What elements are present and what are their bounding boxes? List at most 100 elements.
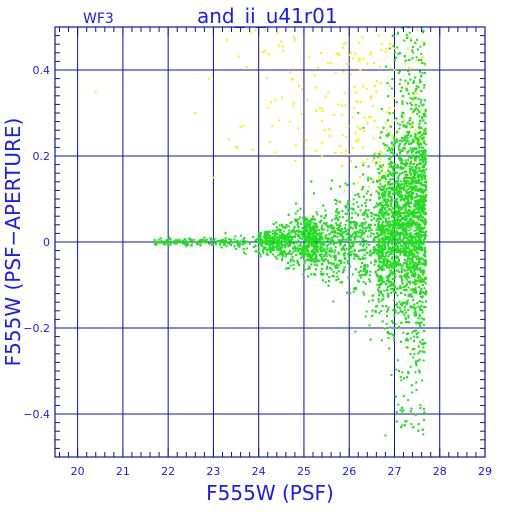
data-point bbox=[399, 226, 402, 229]
data-point bbox=[331, 227, 334, 230]
data-point bbox=[406, 121, 409, 124]
data-point bbox=[306, 99, 309, 102]
data-point bbox=[370, 261, 373, 264]
data-point bbox=[267, 231, 270, 234]
data-point bbox=[348, 247, 351, 250]
data-point bbox=[246, 247, 249, 250]
data-point bbox=[200, 240, 203, 243]
data-point bbox=[301, 138, 304, 141]
data-point bbox=[421, 379, 424, 382]
data-point bbox=[321, 238, 324, 241]
data-point bbox=[422, 43, 425, 46]
data-point bbox=[257, 236, 260, 239]
data-point bbox=[390, 374, 393, 377]
data-point bbox=[319, 245, 322, 248]
data-point bbox=[398, 188, 401, 191]
data-point bbox=[303, 250, 306, 253]
data-point bbox=[396, 131, 399, 134]
data-point bbox=[400, 162, 403, 165]
data-point bbox=[267, 240, 270, 243]
data-point bbox=[326, 237, 329, 240]
data-point bbox=[402, 409, 405, 412]
data-point bbox=[421, 71, 424, 74]
data-point bbox=[370, 232, 373, 235]
data-point bbox=[365, 240, 368, 243]
data-point bbox=[396, 122, 399, 125]
data-point bbox=[204, 241, 207, 244]
data-point bbox=[412, 252, 415, 255]
data-point bbox=[302, 254, 305, 257]
data-point bbox=[242, 248, 245, 251]
data-point bbox=[420, 184, 423, 187]
data-point bbox=[390, 241, 393, 244]
data-point bbox=[385, 210, 388, 213]
data-point bbox=[423, 217, 426, 220]
data-point bbox=[396, 202, 399, 205]
data-point bbox=[304, 240, 307, 243]
data-point bbox=[190, 239, 193, 242]
data-point bbox=[235, 247, 238, 250]
data-point bbox=[409, 36, 412, 39]
data-point bbox=[403, 119, 406, 122]
data-point bbox=[365, 230, 368, 233]
data-point bbox=[364, 221, 367, 224]
data-point bbox=[274, 237, 277, 240]
data-point bbox=[424, 292, 427, 295]
data-point bbox=[203, 236, 206, 239]
data-point bbox=[398, 123, 401, 126]
data-point bbox=[392, 336, 395, 339]
data-point bbox=[292, 248, 295, 251]
data-point bbox=[361, 226, 364, 229]
data-point bbox=[312, 218, 315, 221]
data-point bbox=[365, 273, 368, 276]
data-point bbox=[355, 235, 358, 238]
data-point bbox=[271, 232, 274, 235]
data-point bbox=[400, 208, 403, 211]
data-point bbox=[405, 203, 408, 206]
data-point bbox=[349, 292, 352, 295]
data-point bbox=[311, 231, 314, 234]
data-point bbox=[406, 37, 409, 40]
data-point bbox=[403, 218, 406, 221]
data-point bbox=[415, 242, 418, 245]
data-point bbox=[346, 291, 349, 294]
data-point bbox=[418, 174, 421, 177]
data-point bbox=[318, 239, 321, 242]
data-point bbox=[413, 156, 416, 159]
data-point bbox=[375, 90, 378, 93]
data-point bbox=[407, 257, 410, 260]
data-point bbox=[386, 292, 389, 295]
data-point bbox=[399, 231, 402, 234]
data-point bbox=[303, 245, 306, 248]
data-point bbox=[414, 261, 417, 264]
data-point bbox=[346, 260, 349, 263]
data-point bbox=[409, 182, 412, 185]
data-point bbox=[379, 157, 382, 160]
data-point bbox=[419, 404, 422, 407]
data-point bbox=[406, 278, 409, 281]
data-point bbox=[398, 286, 401, 289]
data-point bbox=[293, 245, 296, 248]
data-point bbox=[420, 279, 423, 282]
data-point bbox=[328, 128, 331, 131]
data-point bbox=[388, 192, 391, 195]
data-point bbox=[399, 187, 402, 190]
data-point bbox=[228, 238, 231, 241]
data-point bbox=[381, 238, 384, 241]
data-point bbox=[384, 50, 387, 53]
data-point bbox=[417, 257, 420, 260]
data-point bbox=[390, 87, 393, 90]
data-point bbox=[254, 244, 257, 247]
data-point bbox=[410, 185, 413, 188]
data-point bbox=[322, 222, 325, 225]
data-point bbox=[372, 232, 375, 235]
data-point bbox=[403, 183, 406, 186]
data-point bbox=[223, 239, 226, 242]
data-point bbox=[398, 212, 401, 215]
data-point bbox=[394, 323, 397, 326]
data-point bbox=[347, 208, 350, 211]
data-point bbox=[302, 230, 305, 233]
data-point bbox=[378, 247, 381, 250]
data-point bbox=[397, 223, 400, 226]
data-point bbox=[371, 159, 374, 162]
